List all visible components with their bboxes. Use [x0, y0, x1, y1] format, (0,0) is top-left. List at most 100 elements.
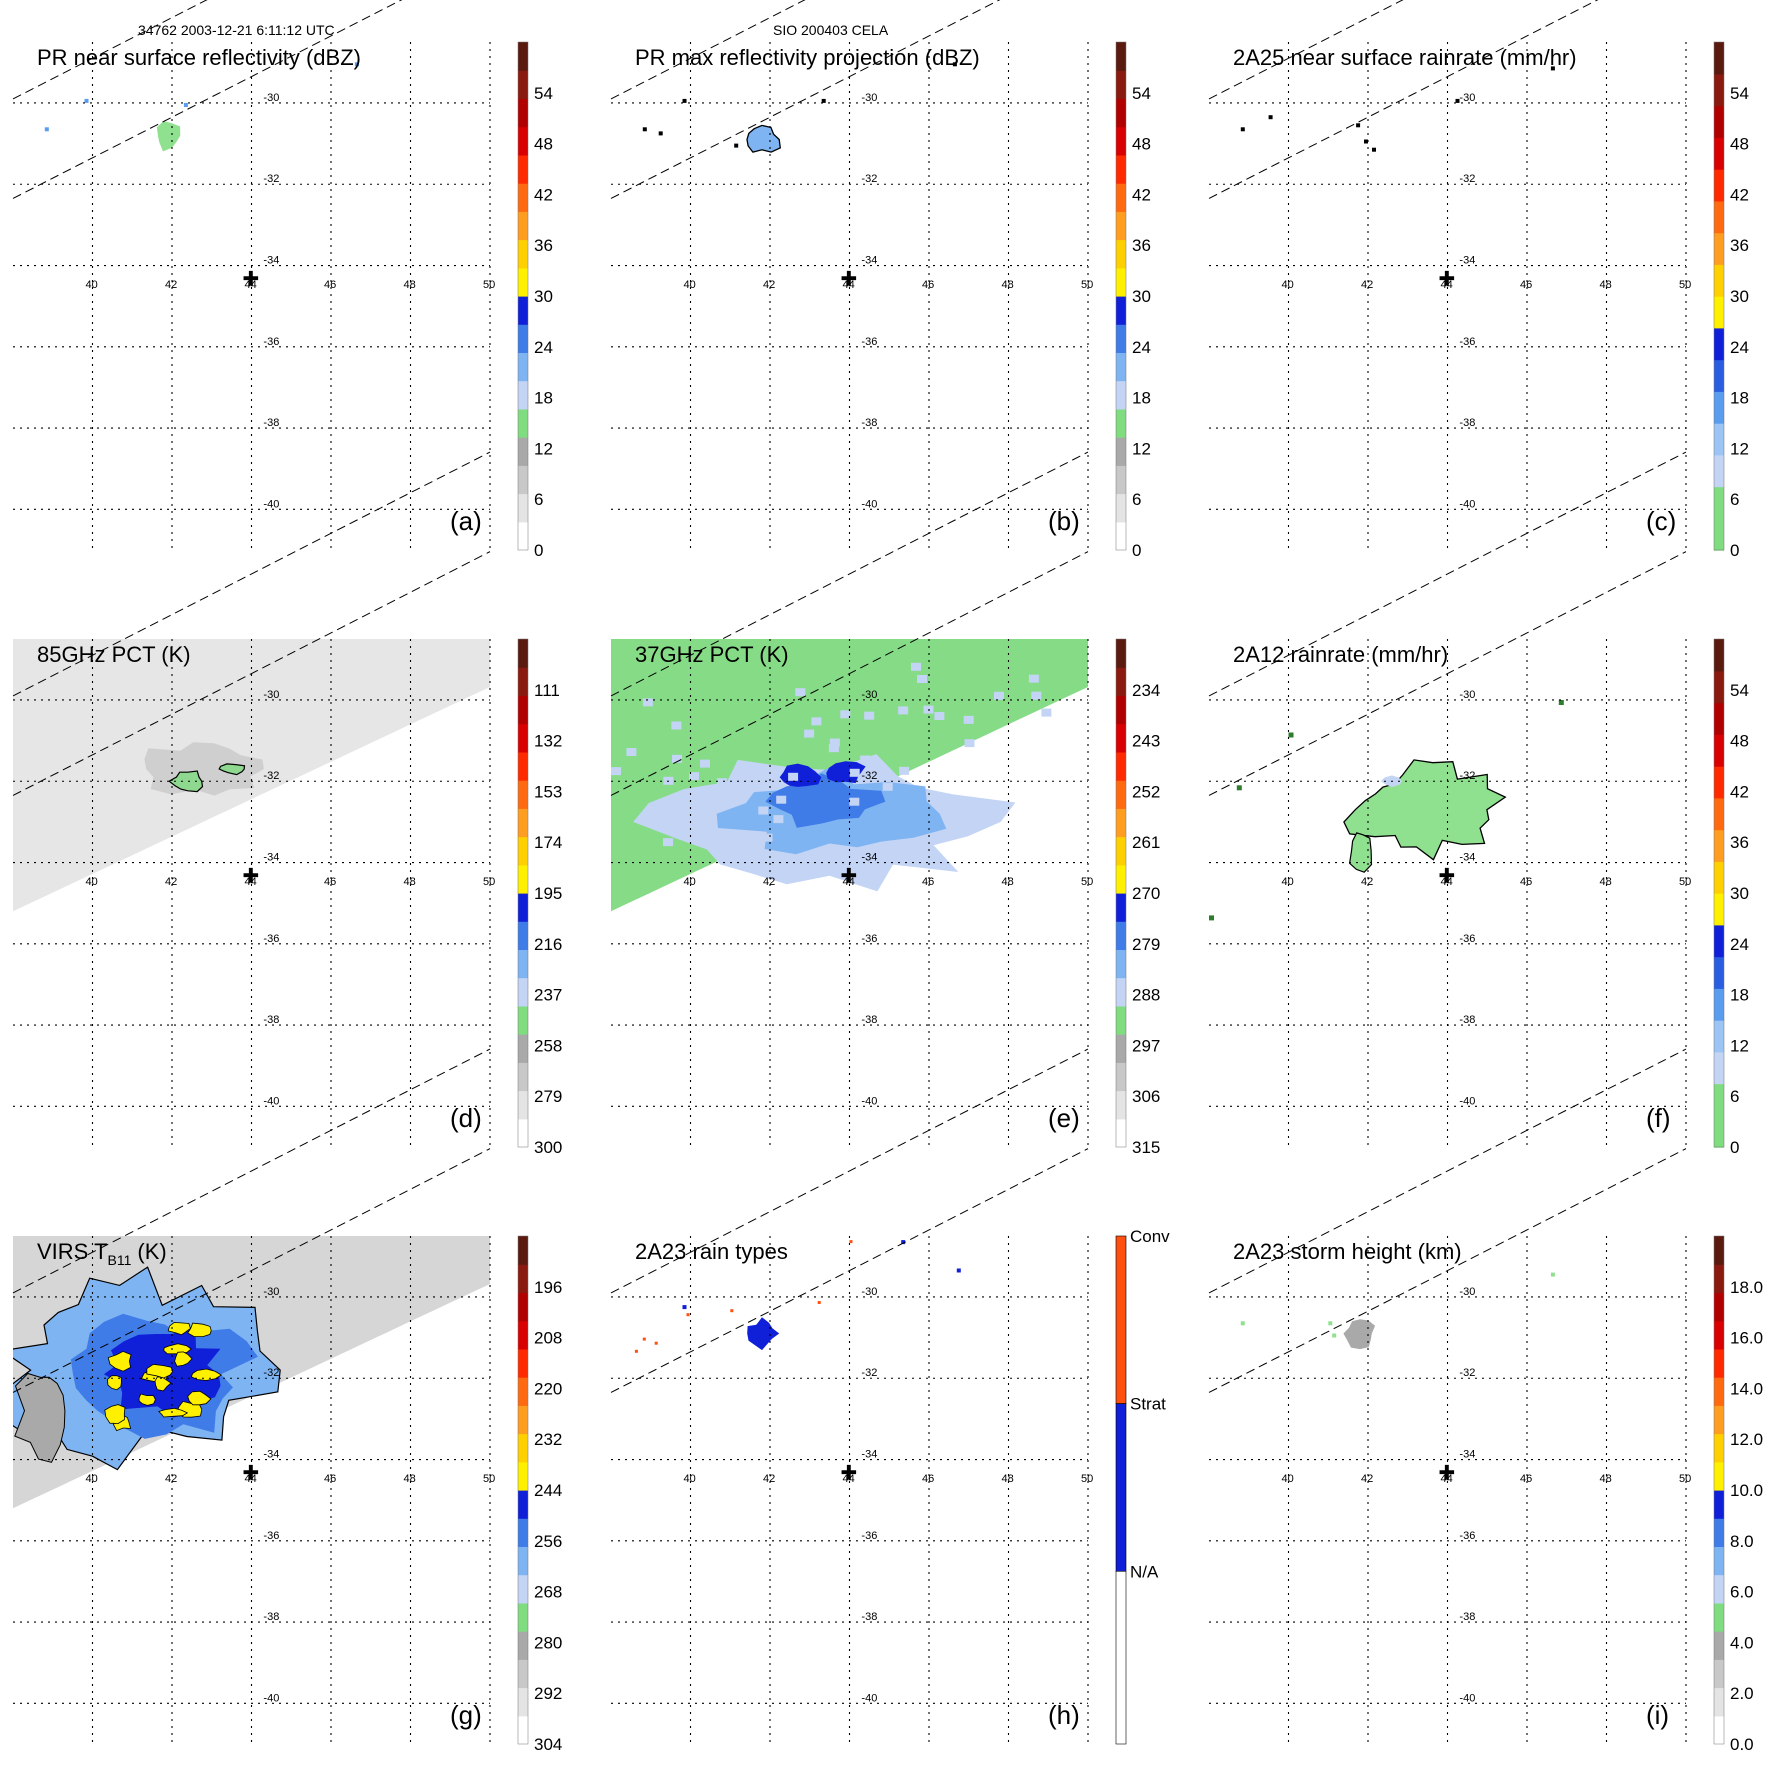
raintype-conv-2: [686, 1313, 690, 1317]
raintype-conv-0: [642, 1337, 646, 1341]
lon-tick-label-2: 44: [1441, 1473, 1453, 1485]
lat-tick-label-3: -36: [861, 336, 877, 348]
colorbar-swatch-13: [518, 751, 528, 781]
panel-label: (f): [1646, 1103, 1671, 1133]
colorbar-swatch-7: [518, 324, 528, 353]
colorbar-label-3: 36: [1730, 833, 1749, 852]
lat-tick-label-0: -30: [861, 1286, 877, 1298]
panel-label: (h): [1048, 1700, 1080, 1730]
lat-tick-label-3: -36: [861, 1530, 877, 1542]
pct37-pixel-9: [840, 710, 851, 719]
pct37-pixel-25: [672, 754, 682, 763]
colorbar-label-2: 42: [1132, 185, 1151, 204]
colorbar-label-6: 18: [534, 389, 553, 408]
colorbar-label-5: 256: [534, 1532, 562, 1551]
panel-h-data: [634, 1240, 961, 1353]
colorbar-label-6: 237: [534, 986, 562, 1005]
lat-tick-label-5: -40: [861, 1692, 877, 1704]
site-marker-icon: ✚: [243, 1461, 260, 1485]
colorbar-label-6: 18: [1730, 389, 1749, 408]
lon-tick-label-0: 40: [1282, 1473, 1294, 1485]
raintype-strat-1: [682, 1305, 687, 1310]
pct37-pixel-1: [689, 772, 699, 781]
colorbar-label-5: 24: [1730, 935, 1749, 954]
colorbar-swatch-15: [1714, 639, 1724, 672]
colorbar-swatch-7: [518, 1518, 528, 1547]
virs-cold-top-12: [107, 1350, 132, 1372]
swath-edge-1: [12, 0, 403, 199]
colorbar-swatch-4: [1116, 408, 1126, 438]
colorbar-swatch-15: [518, 1292, 528, 1322]
colorbar-swatch-17: [1116, 42, 1126, 71]
panel-title: 37GHz PCT (K): [635, 642, 789, 667]
panel-d-data: [13, 639, 490, 912]
lon-tick-label-0: 40: [1282, 279, 1294, 291]
colorbar-swatch-13: [518, 154, 528, 184]
colorbar-swatch-12: [1714, 734, 1724, 767]
lon-tick-label-4: 48: [404, 876, 416, 888]
colorbar-swatch-3: [1116, 437, 1126, 466]
colorbar-swatch-16: [518, 1264, 528, 1293]
site-marker-icon: ✚: [841, 1461, 858, 1485]
panel-label: (c): [1646, 506, 1676, 536]
lat-tick-label-5: -40: [1459, 1095, 1475, 1107]
pct37-core-0: [779, 763, 822, 787]
lon-tick-label-5: 50: [483, 279, 495, 291]
colorbar-swatch-1: [1714, 1687, 1724, 1717]
lon-tick-label-2: 44: [245, 876, 257, 888]
colorbar-swatch-12: [1714, 137, 1724, 170]
site-marker-icon: ✚: [1439, 1461, 1456, 1485]
colorbar-swatch-9: [1714, 1461, 1724, 1491]
virs-cold-top-15: [146, 1363, 174, 1379]
lon-tick-label-4: 48: [1002, 1473, 1014, 1485]
virs-cold-top-6: [138, 1393, 156, 1406]
colorbar-swatch-6: [518, 352, 528, 382]
pct37-pixel-44: [788, 772, 799, 781]
lat-tick-label-4: -38: [1459, 1014, 1475, 1026]
colorbar-label-3: 36: [1132, 236, 1151, 255]
colorbar-frame: [1713, 638, 1725, 1148]
lon-tick-label-4: 48: [1002, 279, 1014, 291]
lat-tick-label-1: -32: [861, 173, 877, 185]
colorbar-swatch-10: [1714, 1433, 1724, 1463]
colorbar-swatch-0: [1714, 1715, 1724, 1745]
colorbar-swatch-4: [1116, 1005, 1126, 1035]
colorbar-swatch-1: [1714, 486, 1724, 519]
colorbar-swatch-0: [1714, 1115, 1724, 1148]
panel-i-data: [1240, 1272, 1555, 1350]
figure-header-site: SIO 200403 CELA: [773, 22, 889, 38]
rain2a25-echo-4: [1372, 147, 1376, 152]
lon-tick-label-0: 40: [86, 876, 98, 888]
virs-cold-top-4: [187, 1390, 212, 1406]
colorbar-label-4: 244: [534, 1481, 562, 1500]
colorbar-swatch-12: [1116, 780, 1126, 809]
colorbar-label-8: 6: [1730, 490, 1739, 509]
pct37-pixel-57: [829, 738, 840, 747]
colorbar-label-7: 12: [1730, 1036, 1749, 1055]
virs-cold-top-10: [187, 1322, 212, 1337]
colorbar-frame: [1115, 638, 1127, 1148]
colorbar-swatch-10: [1714, 797, 1724, 831]
colorbar-label-9: 0: [1132, 541, 1141, 560]
colorbar-swatch-0: [1116, 1118, 1126, 1148]
panel-title: PR near surface reflectivity (dBZ): [37, 45, 361, 70]
colorbar-swatch-6: [1714, 924, 1724, 958]
colorbar-swatch-15: [518, 98, 528, 128]
pct37-pixel-55: [611, 767, 621, 776]
raintype-conv-3: [730, 1309, 734, 1313]
colorbar-label-7: 280: [534, 1633, 562, 1652]
lon-tick-label-5: 50: [1081, 279, 1093, 291]
lat-tick-label-3: -36: [263, 336, 279, 348]
panel-e: 40 42 44 46 48 50 -30 -32 -34 -36 -38 -40 ✚ 37GHz PCT…: [610, 451, 1160, 1157]
pr-echo-cluster: [156, 121, 181, 152]
colorbar-label-8: 279: [534, 1087, 562, 1106]
colorbar-frame: [1115, 41, 1127, 551]
colorbar-swatch-5: [518, 380, 528, 410]
colorbar-label-1: 48: [1730, 732, 1749, 751]
pr-echo-0: [84, 98, 89, 103]
colorbar-swatch-8: [1714, 264, 1724, 297]
colorbar-swatch-3: [1714, 1631, 1724, 1660]
rain2a12-pixel-0: [1236, 785, 1242, 791]
colorbar-swatch-2: [1714, 1659, 1724, 1689]
colorbar-swatch-0: [518, 1118, 528, 1148]
